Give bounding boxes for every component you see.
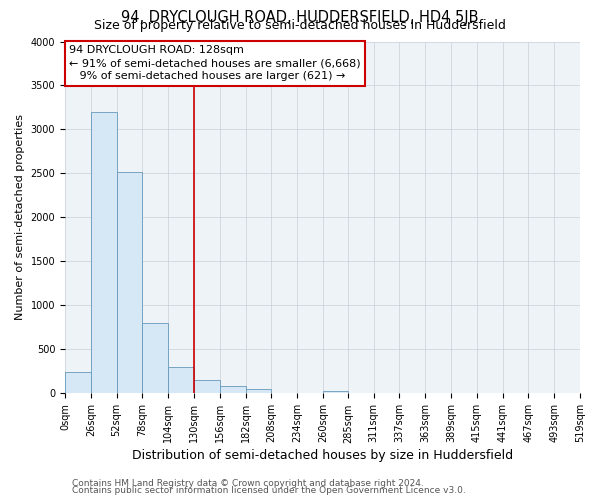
Bar [245, 389, 271, 394]
Bar [142, 323, 168, 394]
Bar [91, 112, 116, 394]
Text: Contains public sector information licensed under the Open Government Licence v3: Contains public sector information licen… [72, 486, 466, 495]
Bar [116, 172, 142, 394]
Text: Contains HM Land Registry data © Crown copyright and database right 2024.: Contains HM Land Registry data © Crown c… [72, 478, 424, 488]
Text: 94 DRYCLOUGH ROAD: 128sqm
← 91% of semi-detached houses are smaller (6,668)
   9: 94 DRYCLOUGH ROAD: 128sqm ← 91% of semi-… [69, 45, 361, 82]
Bar [194, 380, 220, 394]
Y-axis label: Number of semi-detached properties: Number of semi-detached properties [15, 114, 25, 320]
Text: Size of property relative to semi-detached houses in Huddersfield: Size of property relative to semi-detach… [94, 19, 506, 32]
Bar [323, 391, 348, 394]
Bar [220, 386, 245, 394]
X-axis label: Distribution of semi-detached houses by size in Huddersfield: Distribution of semi-detached houses by … [132, 450, 513, 462]
Text: 94, DRYCLOUGH ROAD, HUDDERSFIELD, HD4 5JB: 94, DRYCLOUGH ROAD, HUDDERSFIELD, HD4 5J… [121, 10, 479, 25]
Bar [65, 372, 91, 394]
Bar [168, 367, 194, 394]
